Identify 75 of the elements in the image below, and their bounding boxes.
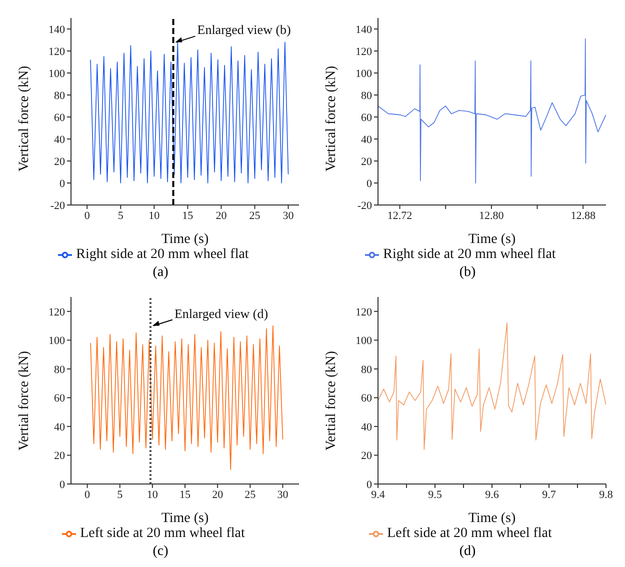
x-axis-title: Time (s) xyxy=(160,511,208,526)
y-tick-label: 80 xyxy=(360,90,372,102)
y-tick-label: 80 xyxy=(360,364,372,376)
y-tick-label: 40 xyxy=(360,421,372,434)
annotation: Enlarged view (b) xyxy=(196,22,290,38)
x-tick-label: 12.72 xyxy=(386,210,412,222)
x-tick-label: 20 xyxy=(212,488,224,501)
y-tick-label: -20 xyxy=(50,200,65,212)
y-tick-label: 120 xyxy=(355,306,372,318)
y-tick-label: 120 xyxy=(48,46,65,58)
y-tick-label: 120 xyxy=(355,46,372,58)
line-series xyxy=(378,38,606,184)
legend-label: Right side at 20 mm wheel flat xyxy=(76,247,249,262)
y-tick-label: 60 xyxy=(54,392,65,405)
y-tick-label: 140 xyxy=(48,24,65,36)
x-tick-label: 20 xyxy=(215,210,227,222)
y-tick-label: 40 xyxy=(54,421,65,434)
y-tick-label: 120 xyxy=(48,306,65,318)
text: (c) xyxy=(152,544,168,560)
y-tick-label: 60 xyxy=(54,112,65,124)
x-tick-label: 15 xyxy=(182,210,194,222)
y-tick-label: 100 xyxy=(355,335,372,348)
x-tick-label: 5 xyxy=(116,488,123,501)
legend-label: Left side at 20 mm wheel flat xyxy=(387,526,552,541)
x-axis-title: Time (s) xyxy=(160,232,208,247)
y-tick-label: 20 xyxy=(360,450,372,462)
line-series xyxy=(378,322,606,450)
y-axis-title: Vertial force (kN) xyxy=(323,350,338,450)
y-tick-label: 100 xyxy=(48,335,65,348)
legend-label: Right side at 20 mm wheel flat xyxy=(383,247,556,262)
y-axis-title: Vertical force (kN) xyxy=(323,65,338,172)
x-tick-label: 25 xyxy=(248,210,260,222)
annotation: Enlarged view (d) xyxy=(174,306,268,321)
y-tick-label: -20 xyxy=(356,200,372,212)
x-axis-title: Time (s) xyxy=(468,511,516,526)
x-tick-label: 12.88 xyxy=(570,210,596,222)
y-tick-label: 40 xyxy=(360,134,372,146)
y-tick-label: 60 xyxy=(360,112,372,124)
y-tick-label: 0 xyxy=(59,178,65,190)
text: (d) xyxy=(459,544,476,560)
x-tick-label: 25 xyxy=(244,488,256,501)
x-axis-title: Time (s) xyxy=(468,232,516,247)
y-tick-label: 20 xyxy=(54,156,65,168)
text: (b) xyxy=(459,265,476,281)
x-tick-label: 15 xyxy=(179,488,190,501)
y-tick-label: 20 xyxy=(360,156,372,168)
y-axis-title: Vertial force (kN) xyxy=(16,350,32,450)
text: (a) xyxy=(152,265,168,281)
x-tick-label: 30 xyxy=(276,488,288,501)
y-tick-label: 0 xyxy=(59,478,65,491)
y-axis-title: Vertical force (kN) xyxy=(16,65,32,172)
y-tick-label: 0 xyxy=(366,478,372,491)
y-tick-label: 20 xyxy=(54,450,65,462)
y-tick-label: 0 xyxy=(366,178,372,190)
x-tick-label: 30 xyxy=(282,210,294,222)
y-tick-label: 100 xyxy=(355,68,372,80)
x-tick-label: 9.6 xyxy=(484,488,499,501)
x-tick-label: 9.5 xyxy=(428,488,442,501)
x-tick-label: 9.7 xyxy=(542,488,556,501)
x-tick-label: 5 xyxy=(117,210,124,222)
y-tick-label: 40 xyxy=(54,134,65,146)
y-tick-label: 80 xyxy=(54,90,65,102)
y-tick-label: 60 xyxy=(360,392,372,405)
legend-label: Left side at 20 mm wheel flat xyxy=(80,526,245,541)
line-series xyxy=(90,325,283,470)
x-tick-label: 0 xyxy=(84,210,90,222)
y-tick-label: 140 xyxy=(355,24,372,36)
y-tick-label: 100 xyxy=(48,68,65,80)
x-tick-label: 9.8 xyxy=(598,488,613,501)
x-tick-label: 10 xyxy=(148,210,160,222)
x-tick-label: 10 xyxy=(146,488,158,501)
x-tick-label: 0 xyxy=(84,488,90,501)
y-tick-label: 80 xyxy=(54,364,65,376)
x-tick-label: 9.4 xyxy=(370,488,385,501)
x-tick-label: 12.80 xyxy=(478,210,504,222)
